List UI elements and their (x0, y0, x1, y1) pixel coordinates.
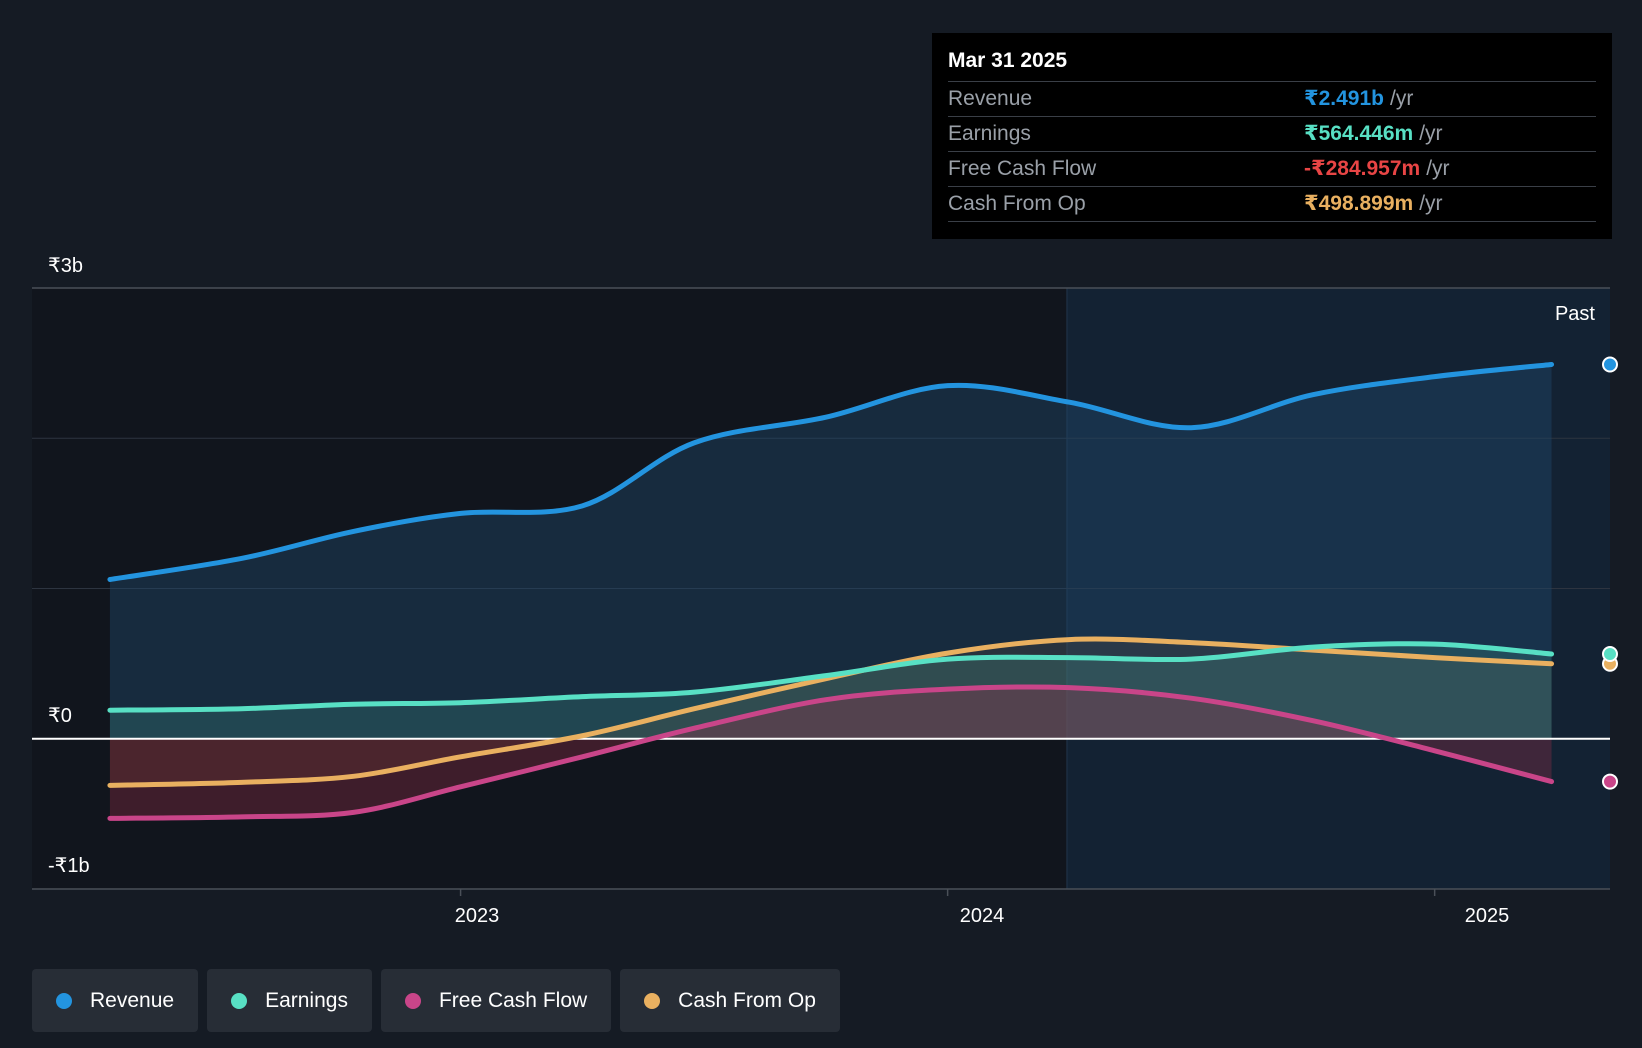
legend-label: Cash From Op (678, 988, 816, 1012)
earnings-line (107, 641, 1555, 713)
tooltip-label: Free Cash Flow (948, 157, 1097, 180)
legend-item-revenue[interactable]: Revenue (32, 969, 199, 1032)
tooltip-label: Revenue (948, 87, 1033, 110)
past-region-label: Past (1555, 303, 1595, 325)
legend-label: Revenue (90, 988, 175, 1012)
chart-legend: Revenue Earnings Free Cash Flow Cash Fro… (32, 969, 840, 1032)
x-tick-label: 2023 (455, 905, 500, 927)
tooltip-value: ₹564.446m (1304, 122, 1414, 145)
data-tooltip: Mar 31 2025 Revenue ₹2.491b /yr Earnings… (932, 33, 1612, 239)
tooltip-unit: /yr (1419, 122, 1443, 145)
legend-dot-icon (56, 992, 72, 1009)
cash-from-op-area (109, 639, 1552, 786)
tooltip-unit: /yr (1426, 157, 1450, 180)
legend-label: Free Cash Flow (438, 988, 588, 1012)
legend-item-earnings[interactable]: Earnings (207, 969, 372, 1032)
legend-dot-icon (644, 992, 661, 1009)
tooltip-value: ₹2.491b (1304, 87, 1384, 110)
revenue-area (109, 364, 1552, 739)
earnings-area (109, 643, 1552, 739)
free-cash-flow-area (109, 686, 1552, 819)
tooltip-row-cash-from-op: Cash From Op ₹498.899m /yr (948, 187, 1596, 222)
legend-dot-icon (231, 992, 248, 1009)
tooltip-date: Mar 31 2025 (948, 47, 1596, 82)
legend-item-cash-from-op[interactable]: Cash From Op (620, 969, 840, 1032)
tooltip-label: Cash From Op (948, 192, 1086, 215)
x-tick-label: 2025 (1465, 905, 1510, 927)
y-tick-label: ₹0 (48, 705, 72, 727)
tooltip-row-earnings: Earnings ₹564.446m /yr (948, 117, 1596, 152)
tooltip-value: ₹498.899m (1304, 192, 1414, 215)
tooltip-label: Earnings (948, 122, 1031, 145)
tooltip-unit: /yr (1419, 192, 1443, 215)
legend-label: Earnings (265, 988, 348, 1012)
revenue-end-marker (1602, 356, 1618, 373)
y-tick-label: ₹3b (48, 255, 83, 277)
tooltip-value: -₹284.957m (1304, 157, 1421, 180)
tooltip-unit: /yr (1390, 87, 1414, 110)
x-tick-label: 2024 (960, 905, 1005, 927)
y-tick-label: -₹1b (48, 855, 90, 877)
earnings-end-marker (1602, 646, 1618, 663)
free-cash-flow-line (107, 684, 1555, 821)
legend-dot-icon (404, 992, 421, 1009)
legend-item-free-cash-flow[interactable]: Free Cash Flow (380, 969, 612, 1032)
tooltip-row-revenue: Revenue ₹2.491b /yr (948, 82, 1596, 117)
free-cash-flow-end-marker (1602, 773, 1618, 790)
revenue-line (107, 361, 1555, 582)
tooltip-row-free-cash-flow: Free Cash Flow -₹284.957m /yr (948, 152, 1596, 187)
cash-from-op-line (107, 636, 1555, 788)
